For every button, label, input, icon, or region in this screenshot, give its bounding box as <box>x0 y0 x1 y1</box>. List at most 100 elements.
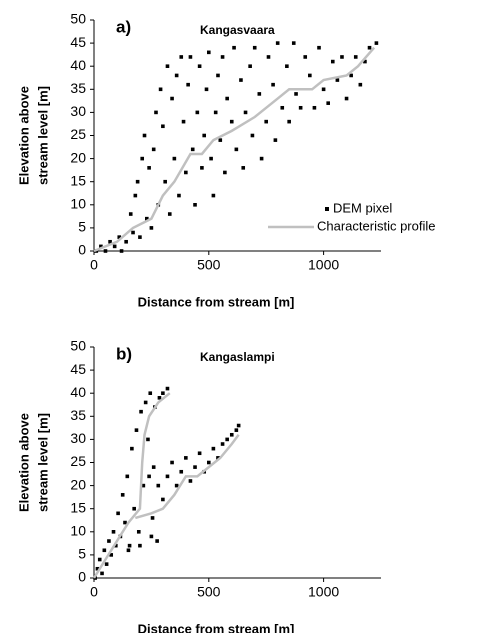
dem-pixel <box>294 92 298 96</box>
dem-pixel <box>280 105 285 110</box>
dem-pixel <box>150 516 155 520</box>
panel-title: Kangasvaara <box>200 23 275 37</box>
dem-pixel <box>190 147 195 152</box>
dem-pixel <box>130 446 134 451</box>
dem-pixel <box>220 55 225 59</box>
x-axis-label: Distance from stream [m] <box>138 621 295 633</box>
dem-pixel <box>207 50 211 55</box>
dem-pixel <box>151 147 156 152</box>
dem-pixel <box>172 156 177 161</box>
dem-pixel <box>155 539 159 543</box>
dem-pixel <box>239 78 243 82</box>
y-tick-label: 45 <box>70 361 86 377</box>
dem-pixel <box>303 55 308 59</box>
dem-pixel <box>259 156 264 161</box>
dem-pixel <box>225 437 229 442</box>
dem-pixel <box>103 249 108 253</box>
y-tick-label: 50 <box>70 11 86 27</box>
dem-pixel <box>211 193 216 198</box>
y-tick-label: 25 <box>70 453 86 469</box>
dem-pixel <box>177 193 181 198</box>
dem-pixel <box>99 244 103 249</box>
dem-pixel <box>114 543 118 548</box>
dem-pixel <box>131 230 135 235</box>
dem-pixel <box>243 110 248 115</box>
legend-label: Characteristic profile <box>317 218 436 233</box>
dem-pixel <box>340 55 344 59</box>
dem-pixel <box>148 391 153 395</box>
dem-pixel <box>107 539 111 543</box>
y-tick-label: 20 <box>70 149 86 165</box>
dem-pixel <box>132 506 136 511</box>
y-tick-label: 5 <box>78 219 86 235</box>
dem-pixel <box>335 78 340 82</box>
dem-pixel <box>197 451 202 456</box>
dem-pixel <box>147 474 151 479</box>
legend-marker <box>325 207 329 211</box>
x-tick-label: 0 <box>90 257 98 273</box>
dem-pixel <box>142 133 147 138</box>
dem-pixel <box>211 446 216 451</box>
dem-pixel <box>257 92 262 96</box>
y-tick-label: 10 <box>70 523 86 539</box>
x-tick-label: 1000 <box>308 257 339 273</box>
dem-pixel <box>149 534 154 539</box>
panel-label: a) <box>116 17 131 36</box>
x-axis-label: Distance from stream [m] <box>138 294 295 309</box>
dem-pixel <box>149 226 154 230</box>
dem-pixel <box>229 432 234 437</box>
y-tick-label: 15 <box>70 172 86 188</box>
dem-pixel <box>156 483 161 488</box>
dem-pixel <box>291 41 296 45</box>
dem-pixel <box>317 45 321 50</box>
dem-pixel <box>109 553 114 557</box>
y-axis-label: Elevation above <box>16 86 31 185</box>
x-tick-label: 500 <box>197 584 221 600</box>
dem-pixel <box>104 562 109 566</box>
y-axis-label: stream level [m] <box>35 413 50 512</box>
dem-pixel <box>174 73 179 78</box>
y-tick-label: 5 <box>78 546 86 562</box>
dem-pixel <box>186 82 190 87</box>
dem-pixel <box>133 193 138 198</box>
dem-pixel <box>143 400 148 405</box>
dem-pixel <box>135 179 140 184</box>
y-tick-label: 30 <box>70 430 86 446</box>
dem-pixel <box>165 64 170 68</box>
dem-pixel <box>223 170 227 175</box>
dem-pixel <box>225 96 229 101</box>
dem-pixel <box>108 239 112 244</box>
dem-pixel <box>126 548 131 553</box>
dem-pixel <box>188 55 193 59</box>
dem-pixel <box>236 423 241 428</box>
dem-pixel <box>330 59 335 64</box>
dem-pixel <box>146 437 150 442</box>
dem-pixel <box>232 45 236 50</box>
dem-pixel <box>275 41 280 45</box>
dem-pixel <box>287 119 291 124</box>
dem-pixel <box>193 203 197 207</box>
dem-pixel <box>134 428 139 432</box>
dem-pixel <box>125 474 130 479</box>
dem-pixel <box>179 55 184 59</box>
dem-pixel <box>165 386 170 391</box>
dem-pixel <box>308 73 312 78</box>
dem-pixel <box>252 45 257 50</box>
panel-title: Kangaslampi <box>200 350 275 364</box>
dem-pixel <box>138 543 142 548</box>
dem-pixel <box>248 64 252 68</box>
dem-pixel <box>139 409 143 414</box>
dem-pixel <box>363 59 367 64</box>
y-tick-label: 10 <box>70 196 86 212</box>
dem-pixel <box>102 548 107 553</box>
dem-pixel <box>266 55 271 59</box>
dem-pixel <box>95 566 100 571</box>
dem-pixel <box>158 87 163 92</box>
dem-pixel <box>124 239 128 244</box>
dem-pixel <box>197 64 202 68</box>
dem-pixel <box>120 493 125 497</box>
dem-pixel <box>216 73 220 78</box>
dem-pixel <box>167 212 172 216</box>
dem-pixel <box>298 105 303 110</box>
dem-pixel <box>97 557 102 562</box>
